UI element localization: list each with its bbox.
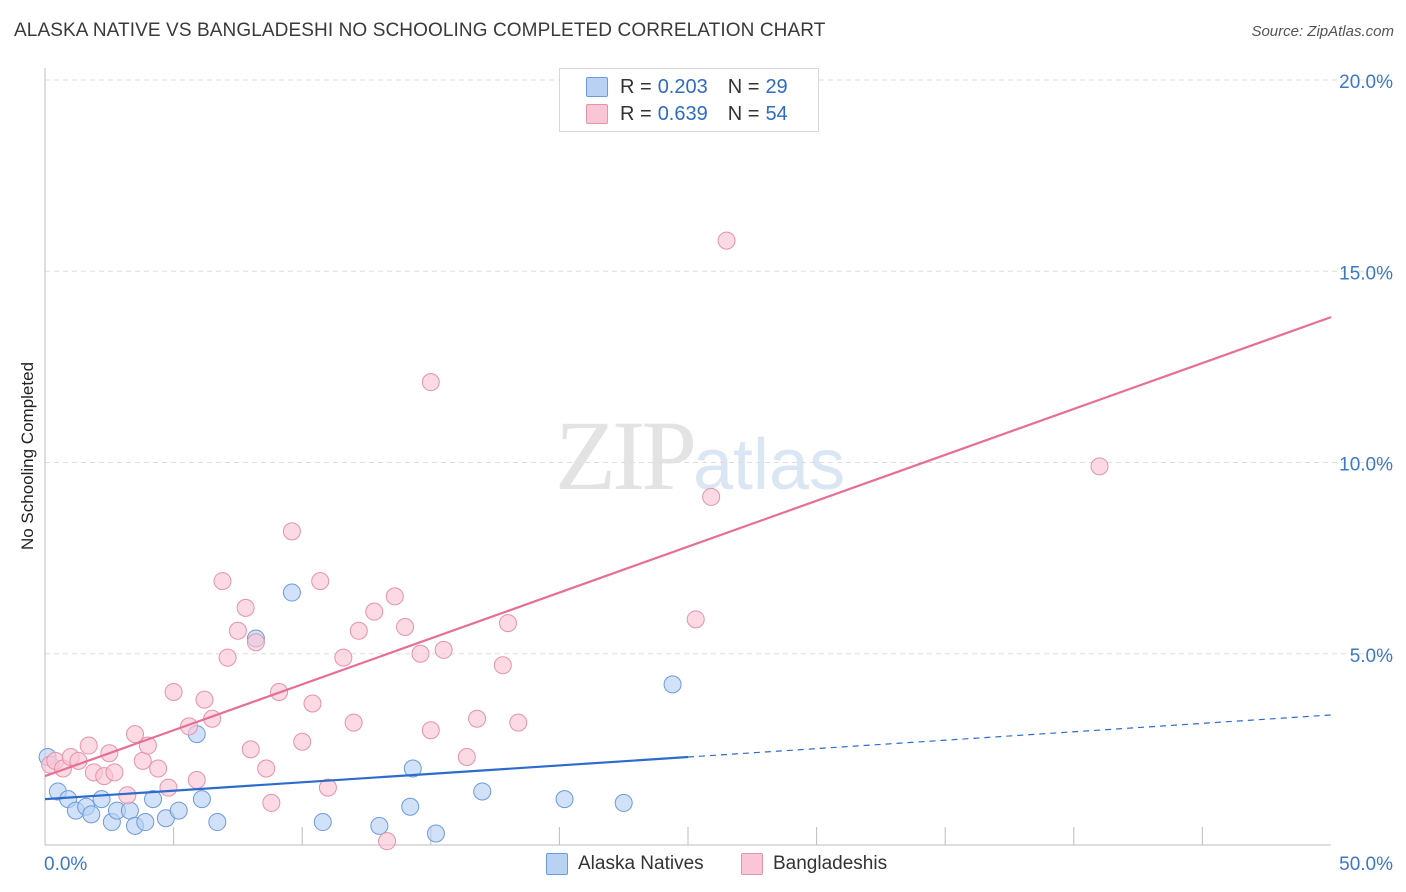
point-bangladeshis [118,786,137,805]
y-tick-label: 15.0% [1339,263,1393,284]
trend-line-alaska-natives [44,755,689,801]
point-bangladeshis [213,572,232,591]
point-alaska-natives [555,790,574,809]
correlation-legend: R = 0.203 N = 29 R = 0.639 N = 54 [559,68,819,132]
point-bangladeshis [311,572,330,591]
point-bangladeshis [702,487,721,506]
point-alaska-natives [473,782,492,801]
trend-line-bangladeshis [44,316,1332,778]
point-alaska-natives [313,813,332,832]
source-label: Source: ZipAtlas.com [1251,23,1394,40]
point-bangladeshis [241,740,260,759]
legend-row-alaska-natives: R = 0.203 N = 29 [586,75,788,99]
x-tick-label: 0.0% [44,854,87,875]
legend-r-value-bangladeshis: 0.639 [657,102,708,125]
point-bangladeshis [257,759,276,778]
point-bangladeshis [396,617,415,636]
point-bangladeshis [421,373,440,392]
point-bangladeshis [105,763,124,782]
point-bangladeshis [187,770,206,789]
point-bangladeshis [1090,457,1109,476]
legend-r-value-alaska-natives: 0.203 [657,75,708,98]
point-alaska-natives [169,801,188,820]
point-bangladeshis [421,721,440,740]
bottom-legend-bangladeshis[interactable]: Bangladeshis [741,851,887,877]
legend-row-bangladeshis: R = 0.639 N = 54 [586,102,788,126]
point-bangladeshis [246,633,265,652]
legend-r-label: R = [620,102,652,125]
point-bangladeshis [509,713,528,732]
point-alaska-natives [663,675,682,694]
watermark: ZIPatlas [555,398,845,513]
point-bangladeshis [236,598,255,617]
y-tick-label: 5.0% [1350,646,1393,667]
trend-line-extension-alaska-natives [687,714,1332,758]
watermark-zip: ZIP [555,400,697,511]
point-bangladeshis [457,748,476,767]
legend-n-value-alaska-natives: 29 [765,75,788,98]
point-bangladeshis [378,832,397,851]
chart-title: ALASKA NATIVE VS BANGLADESHI NO SCHOOLIN… [14,20,826,41]
point-bangladeshis [318,778,337,797]
point-bangladeshis [195,690,214,709]
point-bangladeshis [349,621,368,640]
legend-n-label: N = [727,102,760,125]
bottom-legend-swatch-bangladeshis [741,853,763,875]
point-bangladeshis [228,621,247,640]
point-alaska-natives [403,759,422,778]
point-alaska-natives [401,797,420,816]
point-bangladeshis [365,602,384,621]
point-bangladeshis [385,587,404,606]
x-tick-label: 50.0% [1339,854,1393,875]
bottom-legend-label-alaska-natives: Alaska Natives [578,853,704,874]
point-alaska-natives [208,813,227,832]
point-bangladeshis [79,736,98,755]
point-bangladeshis [293,732,312,751]
bottom-legend-alaska-natives[interactable]: Alaska Natives [546,851,704,877]
point-alaska-natives [120,801,139,820]
legend-swatch-alaska-natives [586,77,608,97]
point-alaska-natives [92,790,111,809]
legend-n-value-bangladeshis: 54 [765,102,788,125]
point-bangladeshis [164,683,183,701]
y-axis-label: No Schooling Completed [18,361,37,551]
point-alaska-natives [426,824,445,843]
point-bangladeshis [334,648,353,667]
point-bangladeshis [262,793,281,812]
point-bangladeshis [411,644,430,663]
y-tick-label: 10.0% [1339,455,1393,476]
bottom-legend-swatch-alaska-natives [546,853,568,875]
legend-swatch-bangladeshis [586,104,608,124]
point-bangladeshis [282,522,301,541]
point-alaska-natives [282,583,301,602]
point-bangladeshis [434,640,453,659]
point-alaska-natives [144,790,163,809]
point-alaska-natives [370,816,389,835]
legend-n-label: N = [727,75,760,98]
point-bangladeshis [468,709,487,728]
point-bangladeshis [498,614,517,633]
point-bangladeshis [344,713,363,732]
bottom-legend-label-bangladeshis: Bangladeshis [773,853,888,874]
point-bangladeshis [159,778,178,797]
point-alaska-natives [192,790,211,809]
point-bangladeshis [218,648,237,667]
legend-r-label: R = [620,75,652,98]
point-bangladeshis [149,759,168,778]
point-bangladeshis [686,610,705,629]
y-tick-label: 20.0% [1339,72,1393,93]
point-alaska-natives [136,813,155,832]
point-bangladeshis [126,725,145,744]
point-bangladeshis [717,231,736,250]
point-bangladeshis [493,656,512,675]
point-bangladeshis [133,751,152,770]
point-alaska-natives [614,793,633,812]
point-alaska-natives [82,805,101,824]
point-bangladeshis [303,694,322,713]
